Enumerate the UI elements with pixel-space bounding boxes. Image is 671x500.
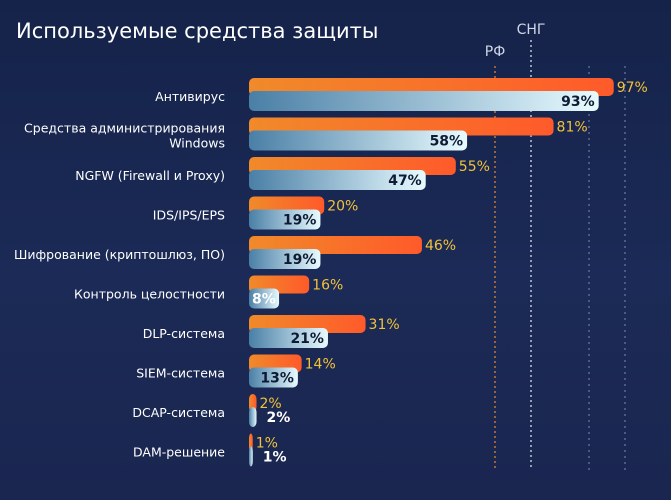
category-label: IDS/IPS/EPS bbox=[153, 208, 225, 223]
value-label-sng: 14% bbox=[305, 357, 336, 373]
bar-rf bbox=[249, 328, 328, 348]
value-label-sng: 81% bbox=[557, 120, 588, 136]
value-label-rf: 93% bbox=[561, 94, 595, 110]
category-label: DLP-система bbox=[143, 326, 225, 341]
bar-rf bbox=[249, 130, 468, 151]
bar-rf bbox=[249, 249, 321, 269]
legend-guides bbox=[494, 40, 626, 470]
value-label-sng: 55% bbox=[459, 159, 490, 175]
category-label: SIEM-система bbox=[136, 366, 225, 381]
category-label: NGFW (Firewall и Proxy) bbox=[75, 168, 225, 183]
value-label-sng: 2% bbox=[260, 396, 282, 412]
value-label-sng: 20% bbox=[327, 199, 358, 215]
category-labels: Антивирус Средства администрирования Windo… bbox=[14, 89, 225, 460]
bar-rf bbox=[249, 407, 257, 427]
bar-rf bbox=[249, 91, 599, 111]
category-label: Средства администрирования Windows bbox=[24, 121, 225, 151]
value-label-rf: 8% bbox=[252, 292, 276, 308]
legend-series-sng: СНГ bbox=[516, 22, 546, 38]
bar-rf bbox=[249, 367, 298, 388]
value-label-rf: 2% bbox=[267, 410, 291, 426]
bar-rf bbox=[249, 288, 280, 309]
value-label-sng: 16% bbox=[312, 278, 343, 294]
bar-rf bbox=[249, 170, 426, 190]
value-label-rf: 47% bbox=[388, 173, 422, 189]
value-label-sng: 46% bbox=[425, 238, 456, 254]
bar-sng bbox=[249, 433, 253, 452]
category-label: Контроль целостности bbox=[74, 287, 225, 302]
category-label: Шифрование (криптошлюз, ПО) bbox=[14, 247, 225, 262]
value-label-rf: 58% bbox=[430, 134, 464, 150]
bar-rf bbox=[249, 209, 321, 230]
category-label: DCAP-система bbox=[132, 405, 225, 420]
chart-title: Используемые средства защиты bbox=[16, 19, 379, 43]
value-label-rf: 21% bbox=[290, 331, 324, 347]
bar-sng bbox=[249, 394, 257, 412]
value-label-rf: 13% bbox=[260, 371, 294, 387]
value-label-sng: 97% bbox=[617, 80, 648, 96]
bars: 97% 93% 81% 58% 55% 47% 20% 19% 46% 19% 16% 8% 31% 21… bbox=[249, 78, 648, 467]
value-label-rf: 1% bbox=[263, 450, 287, 466]
value-label-sng: 31% bbox=[369, 317, 400, 333]
value-label-sng: 1% bbox=[256, 436, 278, 452]
category-label: DAM-решение bbox=[133, 445, 225, 460]
bar-rf bbox=[249, 446, 253, 467]
value-label-rf: 19% bbox=[283, 252, 317, 268]
category-label: Антивирус bbox=[155, 89, 225, 104]
value-label-rf: 19% bbox=[283, 213, 317, 229]
legend-series-rf: РФ bbox=[484, 44, 506, 60]
